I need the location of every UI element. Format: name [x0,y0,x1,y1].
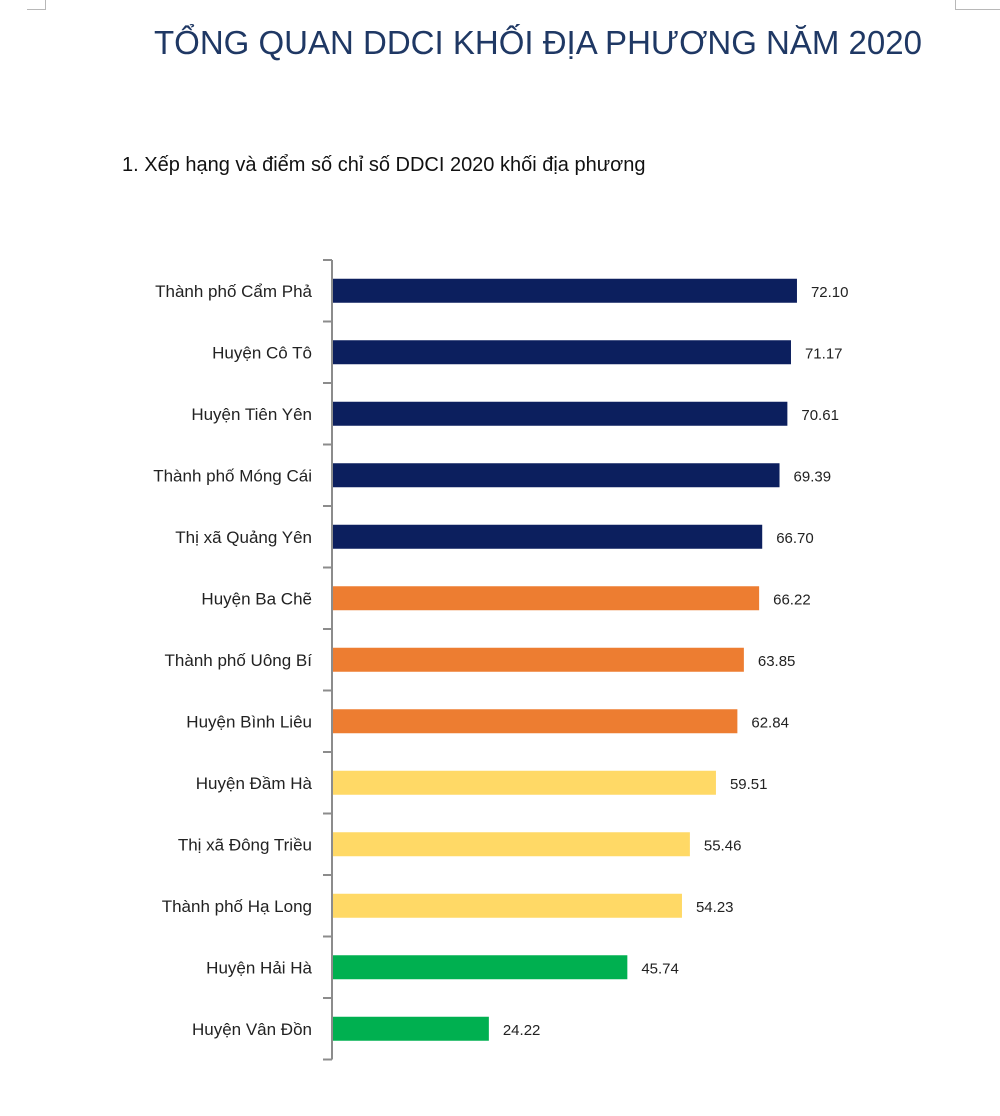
data-label: 66.22 [773,591,811,608]
bar [333,709,738,734]
bar [333,770,716,795]
category-label: Huyện Cô Tô [212,343,312,362]
bar [333,401,788,426]
bar [333,586,760,611]
data-label: 66.70 [776,530,814,547]
category-label: Thành phố Móng Cái [153,466,312,485]
bar [333,647,744,672]
category-label: Huyện Đầm Hà [196,774,313,793]
category-label: Huyện Hải Hà [206,958,312,977]
data-label: 59.51 [730,776,768,793]
category-label: Huyện Bình Liêu [186,712,312,731]
data-label: 71.17 [805,345,843,362]
data-label: 45.74 [641,960,679,977]
bar [333,955,628,980]
category-label: Thành phố Uông Bí [165,651,313,670]
data-label: 72.10 [811,284,849,301]
bar [333,832,690,857]
category-label: Huyện Ba Chẽ [201,589,312,608]
data-label: 62.84 [751,714,789,731]
category-label: Thành phố Hạ Long [162,897,312,916]
category-label: Thị xã Quảng Yên [175,528,312,547]
bar [333,1016,489,1041]
data-label: 55.46 [704,837,742,854]
page-corner-mark-left [27,0,46,10]
bar [333,340,791,365]
data-label: 24.22 [503,1022,541,1039]
category-label: Huyện Tiên Yên [191,405,312,424]
category-label: Thành phố Cẩm Phả [155,282,312,301]
page-corner-mark-right [955,0,1000,10]
chart-title: 1. Xếp hạng và điểm số chỉ số DDCI 2020 … [122,154,646,176]
data-label: 54.23 [696,899,734,916]
bar [333,278,797,303]
category-label: Huyện Vân Đồn [192,1020,312,1039]
page-title: TỔNG QUAN DDCI KHỐI ĐỊA PHƯƠNG NĂM 2020 [154,24,922,61]
bar [333,463,780,488]
bar [333,524,763,549]
data-label: 69.39 [794,468,832,485]
data-label: 63.85 [758,653,796,670]
data-label: 70.61 [801,407,839,424]
category-label: Thị xã Đông Triều [178,835,312,854]
bar [333,893,682,918]
